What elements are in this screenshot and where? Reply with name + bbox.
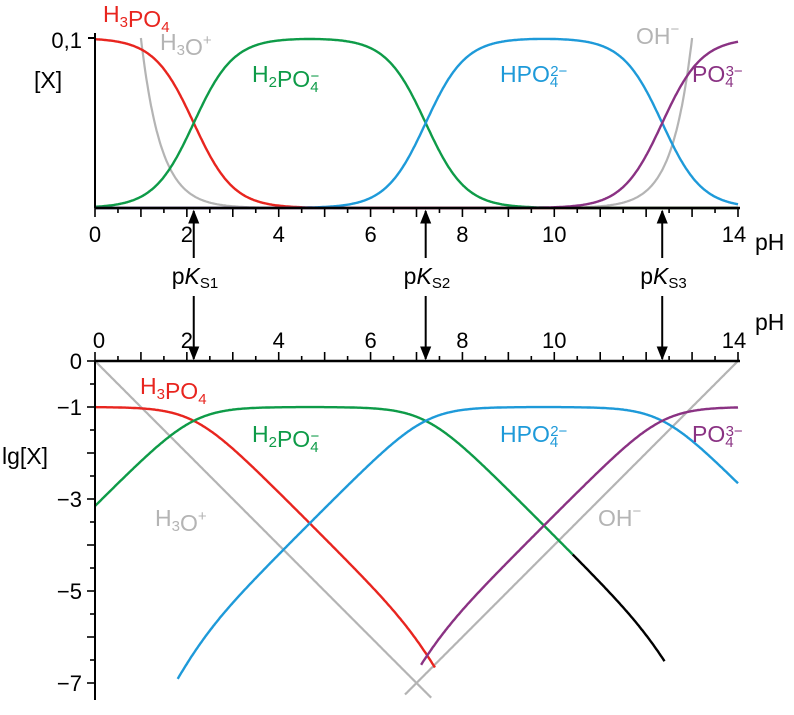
oh-concentration-curve: [95, 37, 694, 210]
axis-layer: [87, 33, 740, 700]
top-x-tick-label: 6: [364, 222, 376, 247]
bottom-x-tick-label: 10: [542, 328, 566, 353]
hpo4-log-curve: [176, 405, 739, 680]
bottom-x-tick-label: 2: [181, 328, 193, 353]
po4-log-curve: [420, 406, 739, 666]
oh-top-label: OH−: [636, 21, 680, 49]
bottom-x-tick-label: 6: [364, 328, 376, 353]
hpo4-top-label: HPO42−: [500, 61, 568, 91]
top-x-tick-label: 4: [273, 222, 285, 247]
po4-bottom-label: PO43−: [692, 421, 743, 451]
bottom-y-tick-label: −1: [57, 395, 82, 420]
h3po4-bottom-label: H3PO4: [140, 373, 207, 408]
top-y-axis-title: [X]: [34, 67, 62, 93]
bottom-y-tick-label: −3: [57, 487, 82, 512]
oh-bottom-label: OH−: [598, 503, 642, 531]
po4-top-label: PO43−: [692, 61, 743, 91]
po4-concentration-curve: [95, 40, 739, 210]
curve-layer: [94, 37, 739, 699]
pks2-label: pKS2: [404, 263, 451, 292]
bottom-y-axis-title: lg[X]: [2, 443, 48, 469]
h3o-concentration-curve: [139, 37, 738, 210]
label-layer: 0 2 4 6 8 10 14 0 2 4 6 8 10 14 0,1 0 −1 −3 −5 −7 pH pH [X] lg[…: [2, 1, 784, 696]
top-x-tick-label: 14: [722, 222, 746, 247]
bottom-x-tick-label: 0: [93, 328, 105, 353]
bottom-y-tick-label: 0: [70, 349, 82, 374]
bottom-y-tick-label: −5: [57, 579, 82, 604]
h2po4-log-curve: [94, 405, 574, 556]
bottom-x-tick-label: 4: [273, 328, 285, 353]
top-y-tick-label: 0,1: [51, 28, 82, 53]
bottom-x-tick-label: 8: [456, 328, 468, 353]
h3o-top-label: H3O+: [160, 29, 212, 60]
h2po4-top-label: H2PO4−: [252, 61, 320, 96]
h3po4-top-label: H3PO4: [103, 1, 170, 36]
oh-log-curve: [404, 360, 739, 696]
bottom-y-tick-label: −7: [57, 671, 82, 696]
h3o-bottom-label: H3O+: [155, 505, 207, 536]
bottom-x-tick-label: 14: [722, 328, 746, 353]
top-x-axis-title: pH: [755, 229, 784, 255]
pks1-label: pKS1: [172, 263, 219, 292]
hpo4-concentration-curve: [95, 37, 739, 210]
top-x-tick-label: 8: [456, 222, 468, 247]
top-x-tick-label: 2: [181, 222, 193, 247]
h3po4-log-curve: [95, 405, 436, 669]
pks3-label: pKS3: [640, 263, 687, 292]
h2po4-concentration-curve: [94, 37, 738, 210]
top-x-tick-label: 0: [89, 222, 101, 247]
h2po4-bottom-label: H2PO4−: [252, 421, 320, 456]
top-x-tick-label: 10: [542, 222, 566, 247]
h3o-log-curve: [94, 360, 432, 699]
h2po4-log-curve-tail: [571, 553, 666, 662]
h3po4-concentration-curve: [94, 38, 738, 210]
hpo4-bottom-label: HPO42−: [500, 421, 568, 451]
bottom-x-axis-title: pH: [755, 309, 784, 335]
